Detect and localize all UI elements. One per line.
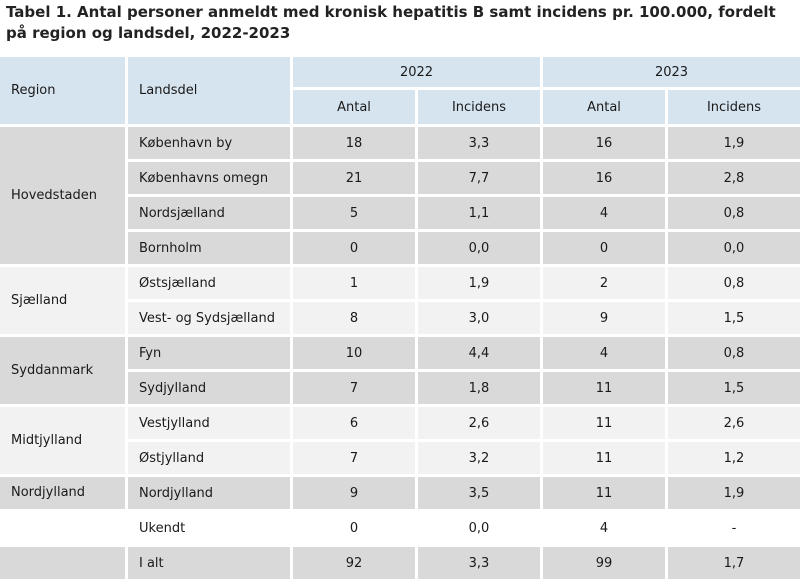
incidens-2022-cell: 3,2 bbox=[418, 442, 540, 474]
incidens-2022-cell: 1,8 bbox=[418, 372, 540, 404]
incidens-2022-header: Incidens bbox=[418, 90, 540, 124]
incidens-2023-cell: 2,6 bbox=[668, 407, 800, 439]
antal-2023-cell: 11 bbox=[543, 442, 665, 474]
antal-2023-cell: 4 bbox=[543, 337, 665, 369]
incidens-2022-cell: 0,0 bbox=[418, 512, 540, 544]
antal-2023-cell: 11 bbox=[543, 372, 665, 404]
antal-2023-cell: 0 bbox=[543, 232, 665, 264]
antal-2022-cell: 1 bbox=[293, 267, 415, 299]
incidens-2022-cell: 7,7 bbox=[418, 162, 540, 194]
antal-2022-cell: 10 bbox=[293, 337, 415, 369]
region-cell: Midtjylland bbox=[0, 407, 125, 474]
incidens-2023-cell: - bbox=[668, 512, 800, 544]
landsdel-cell: Københavns omegn bbox=[128, 162, 290, 194]
incidens-2023-cell: 1,5 bbox=[668, 302, 800, 334]
landsdel-cell: København by bbox=[128, 127, 290, 159]
incidens-2023-cell: 1,7 bbox=[668, 547, 800, 579]
antal-2022-cell: 0 bbox=[293, 232, 415, 264]
year-2023-header: 2023 bbox=[543, 57, 800, 87]
incidens-2022-cell: 3,3 bbox=[418, 127, 540, 159]
landsdel-cell: Vest- og Sydsjælland bbox=[128, 302, 290, 334]
landsdel-cell: Nordsjælland bbox=[128, 197, 290, 229]
incidens-2022-cell: 2,6 bbox=[418, 407, 540, 439]
incidens-2023-cell: 1,9 bbox=[668, 127, 800, 159]
landsdel-cell: Bornholm bbox=[128, 232, 290, 264]
region-cell bbox=[0, 512, 125, 544]
antal-2023-cell: 4 bbox=[543, 197, 665, 229]
incidens-2023-cell: 1,5 bbox=[668, 372, 800, 404]
landsdel-cell: Østsjælland bbox=[128, 267, 290, 299]
antal-2022-cell: 7 bbox=[293, 442, 415, 474]
incidens-2023-cell: 0,0 bbox=[668, 232, 800, 264]
antal-2022-header: Antal bbox=[293, 90, 415, 124]
antal-2022-cell: 9 bbox=[293, 477, 415, 509]
antal-2022-cell: 8 bbox=[293, 302, 415, 334]
region-cell: Syddanmark bbox=[0, 337, 125, 404]
incidens-2022-cell: 0,0 bbox=[418, 232, 540, 264]
region-cell: Sjælland bbox=[0, 267, 125, 334]
antal-2023-cell: 4 bbox=[543, 512, 665, 544]
year-2022-header: 2022 bbox=[293, 57, 540, 87]
region-cell: Hovedstaden bbox=[0, 127, 125, 264]
incidens-2023-header: Incidens bbox=[668, 90, 800, 124]
antal-2022-cell: 92 bbox=[293, 547, 415, 579]
incidens-2023-cell: 0,8 bbox=[668, 337, 800, 369]
antal-2023-cell: 16 bbox=[543, 162, 665, 194]
antal-2023-cell: 11 bbox=[543, 477, 665, 509]
region-cell: Nordjylland bbox=[0, 477, 125, 509]
landsdel-header: Landsdel bbox=[128, 57, 290, 124]
landsdel-cell: Vestjylland bbox=[128, 407, 290, 439]
antal-2022-cell: 7 bbox=[293, 372, 415, 404]
landsdel-cell: Fyn bbox=[128, 337, 290, 369]
landsdel-cell: Østjylland bbox=[128, 442, 290, 474]
antal-2023-cell: 16 bbox=[543, 127, 665, 159]
landsdel-cell: I alt bbox=[128, 547, 290, 579]
incidens-2022-cell: 1,9 bbox=[418, 267, 540, 299]
incidens-2023-cell: 2,8 bbox=[668, 162, 800, 194]
incidens-2022-cell: 4,4 bbox=[418, 337, 540, 369]
region-header: Region bbox=[0, 57, 125, 124]
antal-2022-cell: 0 bbox=[293, 512, 415, 544]
antal-2023-cell: 9 bbox=[543, 302, 665, 334]
landsdel-cell: Nordjylland bbox=[128, 477, 290, 509]
incidens-2022-cell: 1,1 bbox=[418, 197, 540, 229]
antal-2022-cell: 18 bbox=[293, 127, 415, 159]
antal-2023-cell: 99 bbox=[543, 547, 665, 579]
table-title: Tabel 1. Antal personer anmeldt med kron… bbox=[6, 3, 776, 42]
incidens-2022-cell: 3,0 bbox=[418, 302, 540, 334]
antal-2022-cell: 6 bbox=[293, 407, 415, 439]
antal-2023-cell: 2 bbox=[543, 267, 665, 299]
region-cell bbox=[0, 547, 125, 579]
incidens-2022-cell: 3,3 bbox=[418, 547, 540, 579]
incidens-2023-cell: 1,9 bbox=[668, 477, 800, 509]
incidens-2023-cell: 0,8 bbox=[668, 267, 800, 299]
antal-2023-cell: 11 bbox=[543, 407, 665, 439]
incidens-2023-cell: 1,2 bbox=[668, 442, 800, 474]
incidens-2023-cell: 0,8 bbox=[668, 197, 800, 229]
antal-2022-cell: 5 bbox=[293, 197, 415, 229]
landsdel-cell: Sydjylland bbox=[128, 372, 290, 404]
antal-2023-header: Antal bbox=[543, 90, 665, 124]
incidens-2022-cell: 3,5 bbox=[418, 477, 540, 509]
landsdel-cell: Ukendt bbox=[128, 512, 290, 544]
antal-2022-cell: 21 bbox=[293, 162, 415, 194]
